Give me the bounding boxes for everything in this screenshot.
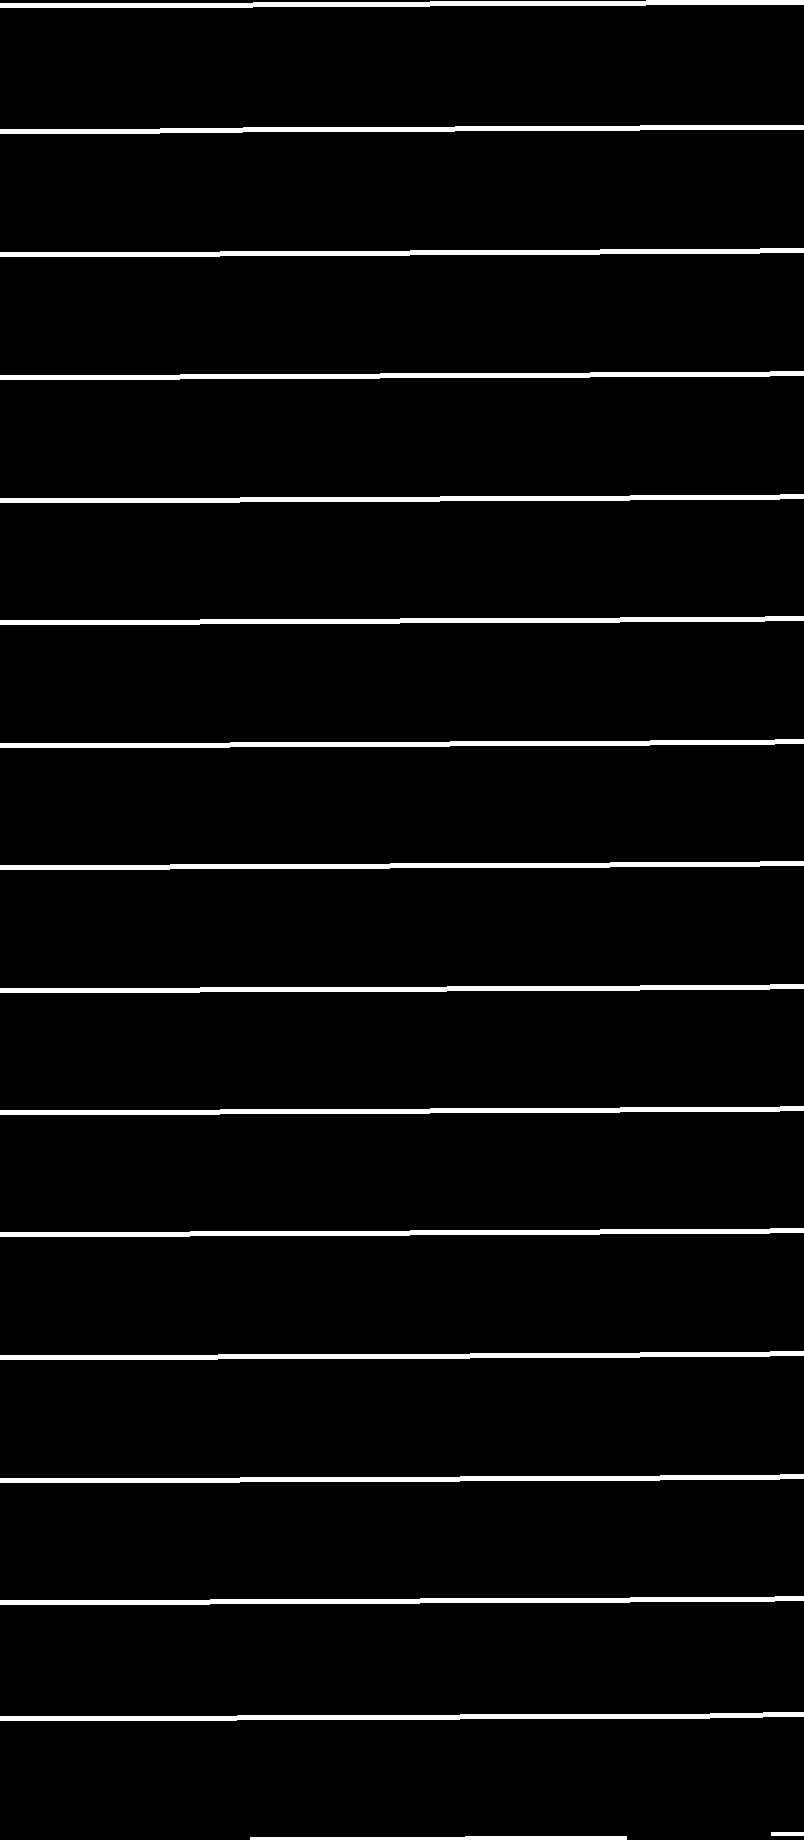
ruled-line-segment: [460, 1714, 710, 1719]
ruled-line-segment: [410, 1230, 600, 1235]
ruled-line-segment: [237, 1715, 460, 1720]
ruled-line-segment: [610, 862, 760, 867]
ruled-line-segment: [200, 987, 447, 992]
ruled-line-segment: [0, 1716, 237, 1721]
ruled-line-segment: [760, 248, 804, 253]
ruled-line-segment: [0, 1600, 210, 1605]
ruled-line-segment: [250, 1837, 465, 1840]
ruled-line-segment: [630, 1597, 775, 1602]
ruled-line-segment: [0, 252, 220, 257]
ruled-line-segment: [0, 498, 240, 503]
ruled-line-segment: [160, 128, 243, 133]
ruled-line-segment: [765, 616, 804, 621]
ruled-line-segment: [710, 1713, 763, 1718]
ruled-line-segment: [0, 1478, 240, 1483]
ruled-line-segment: [640, 985, 770, 990]
ruled-line-segment: [430, 1108, 620, 1113]
ruled-line-segment: [0, 1355, 218, 1360]
ruled-line-segment: [775, 1596, 804, 1601]
ruled-line-segment: [770, 1228, 804, 1233]
ruled-line-segment: [240, 497, 440, 502]
ruled-line-segment: [760, 861, 804, 866]
ruled-line-segment: [170, 864, 390, 869]
ruled-line-segment: [780, 1474, 804, 1479]
ruled-line-segment: [460, 1476, 660, 1481]
ruled-line-segment: [380, 373, 590, 378]
ruled-line-segment: [600, 249, 760, 254]
ruled-line-segment: [780, 494, 804, 499]
ruled-line-segment: [775, 739, 804, 744]
ruled-line-segment: [660, 1475, 780, 1480]
ruled-line-segment: [455, 126, 640, 131]
ruled-line-segment: [590, 372, 770, 377]
ruled-line-segment: [220, 1109, 430, 1114]
ruled-line-segment: [410, 250, 600, 255]
ruled-line-segment: [770, 984, 804, 989]
ruled-line-segment: [0, 3, 253, 8]
ruled-line-segment: [600, 1229, 770, 1234]
ruled-line-segment: [420, 1598, 630, 1603]
ruled-line-segment: [230, 742, 450, 747]
ruled-line-segment: [253, 2, 430, 7]
ruled-line-segment: [200, 619, 400, 624]
ruled-line-segment: [465, 1836, 627, 1840]
ruled-line-segment: [430, 1, 646, 6]
ruled-line-segment: [180, 374, 380, 379]
ruled-line-segment: [0, 988, 200, 993]
ruled-line-segment: [780, 1106, 804, 1111]
ruled-line-segment: [0, 743, 230, 748]
ruled-line-segment: [763, 1712, 804, 1717]
ruled-line-segment: [240, 1477, 460, 1482]
ruled-line-segment: [218, 1354, 470, 1359]
ruled-line-segment: [650, 740, 775, 745]
ruled-line-segment: [630, 495, 780, 500]
ruled-line-segment: [210, 1599, 420, 1604]
ruled-line-segment: [447, 986, 640, 991]
ruled-line-segment: [640, 125, 804, 130]
ruled-line-segment: [0, 865, 170, 870]
ruled-line-segment: [771, 1832, 804, 1836]
ruled-line-segment: [243, 127, 455, 132]
ruled-line-segment: [0, 620, 200, 625]
ruled-line-segment: [390, 863, 610, 868]
ruled-line-segment: [0, 129, 160, 134]
ruled-line-segment: [640, 1352, 770, 1357]
ruled-line-segment: [190, 1231, 410, 1236]
ruled-line-segment: [0, 1232, 190, 1237]
ruled-line-segment: [770, 371, 804, 376]
ruled-line-segment: [440, 496, 630, 501]
ruled-line-segment: [620, 1107, 780, 1112]
ruled-line-segment: [450, 741, 650, 746]
ruled-line-segment: [470, 1353, 640, 1358]
ruled-line-segment: [770, 1351, 804, 1356]
ruled-line-segment: [220, 251, 410, 256]
ruled-line-segment: [0, 375, 180, 380]
ruled-line-segment: [0, 1110, 220, 1115]
ruled-line-segment: [620, 617, 765, 622]
ruled-line-segment: [400, 618, 620, 623]
ruled-line-segment: [646, 0, 804, 5]
